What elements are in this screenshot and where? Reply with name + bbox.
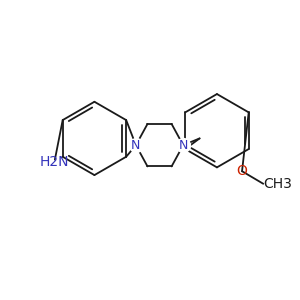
Text: N: N [131,139,141,152]
Text: N: N [178,139,188,152]
Text: H2N: H2N [39,154,69,169]
Text: CH3: CH3 [263,177,292,191]
Text: O: O [237,164,248,178]
